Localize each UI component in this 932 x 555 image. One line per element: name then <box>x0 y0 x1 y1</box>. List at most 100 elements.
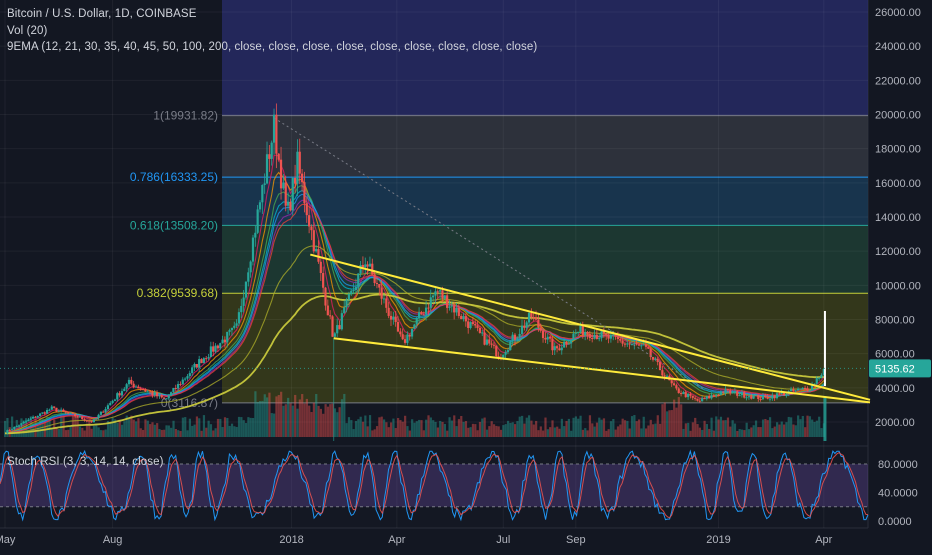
volume-bar <box>158 429 161 437</box>
candle-body <box>92 419 95 423</box>
volume-bar <box>804 427 807 437</box>
candle-body <box>434 291 437 296</box>
time-axis-label: Apr <box>388 534 405 546</box>
candle-body <box>686 393 690 398</box>
candle-body <box>495 345 498 357</box>
candle-body <box>223 339 226 343</box>
candle-body <box>768 398 772 400</box>
volume-bar <box>673 399 676 437</box>
stoch-rsi-legend[interactable]: Stoch RSI (3, 3, 14, 14, close) <box>7 456 164 468</box>
volume-bar <box>6 417 9 437</box>
volume-bar <box>712 430 716 437</box>
candle-body <box>375 282 379 285</box>
volume-bar <box>95 423 98 437</box>
candle-body <box>457 307 460 316</box>
volume-bar <box>104 429 107 437</box>
candle-body <box>752 395 755 399</box>
volume-bar <box>411 419 414 437</box>
candle-body <box>380 287 383 299</box>
candle-body <box>74 413 77 417</box>
volume-bar <box>532 424 535 437</box>
volume-bar <box>572 417 575 437</box>
candle-body <box>672 383 676 386</box>
volume-bar <box>614 429 617 437</box>
volume-legend[interactable]: Vol (20) <box>7 25 48 37</box>
candle-body <box>263 183 266 185</box>
candle-body <box>616 336 620 340</box>
candle-body <box>141 389 145 391</box>
candle-body <box>579 324 582 332</box>
volume-bar <box>235 426 238 437</box>
volume-bar <box>27 429 30 437</box>
volume-bar <box>820 428 823 437</box>
volume-bar <box>537 430 540 437</box>
volume-bar <box>724 420 727 437</box>
candle-body <box>429 297 432 308</box>
candle-body <box>658 362 662 371</box>
volume-bar <box>766 420 769 437</box>
volume-bar <box>703 420 706 437</box>
volume-bar <box>146 420 149 437</box>
candle-body <box>305 203 308 216</box>
volume-bar <box>818 416 821 437</box>
volume-bar <box>406 426 409 437</box>
candle-body <box>408 334 411 337</box>
volume-bar <box>249 417 252 437</box>
volume-bar <box>275 396 278 437</box>
candle-body <box>279 159 283 189</box>
symbol-legend[interactable]: Bitcoin / U.S. Dollar, 1D, COINBASE <box>7 8 197 20</box>
volume-bar <box>455 426 458 437</box>
volume-bar <box>345 423 348 437</box>
volume-bar <box>492 424 496 437</box>
candle-body <box>462 316 465 320</box>
volume-bar <box>432 420 435 437</box>
candle-body <box>303 182 306 204</box>
volume-bar <box>329 404 332 437</box>
candle-body <box>726 389 729 391</box>
volume-bar <box>181 417 184 437</box>
candle-body <box>338 325 341 330</box>
candle-body <box>675 385 678 389</box>
volume-bar <box>205 427 208 437</box>
volume-bar <box>284 404 287 437</box>
candle-body <box>761 395 765 400</box>
volume-bar <box>591 423 594 437</box>
volume-bar <box>120 424 124 437</box>
candle-body <box>654 358 657 360</box>
candle-body <box>371 263 374 275</box>
candle-body <box>200 359 203 364</box>
volume-bar <box>563 426 566 437</box>
volume-bar <box>434 421 437 437</box>
candle-body <box>392 316 395 320</box>
candle-body <box>188 373 191 377</box>
candle-body <box>221 339 224 344</box>
volume-bar <box>476 430 479 437</box>
volume-bar <box>443 423 446 437</box>
candle-body <box>359 264 362 274</box>
candle-body <box>642 344 645 346</box>
candle-body <box>764 395 767 397</box>
candle-body <box>387 307 390 316</box>
volume-bar <box>647 425 650 437</box>
volume-bar <box>666 411 669 437</box>
candle-body <box>298 151 301 174</box>
candle-body <box>57 410 60 412</box>
candle-body <box>516 337 519 340</box>
volume-bar <box>600 419 603 437</box>
volume-bar <box>305 398 308 437</box>
candle-body <box>76 416 79 418</box>
candle-body <box>244 281 248 298</box>
candle-body <box>520 325 524 335</box>
volume-bar <box>668 410 671 437</box>
candle-body <box>663 375 666 377</box>
ema-legend[interactable]: 9EMA (12, 21, 30, 35, 40, 45, 50, 100, 2… <box>7 41 538 53</box>
volume-bar <box>88 422 91 437</box>
candle-body <box>539 327 542 331</box>
volume-bar <box>736 430 739 437</box>
candle-body <box>712 395 715 397</box>
volume-bar <box>142 429 145 437</box>
candle-body <box>715 394 718 396</box>
volume-bar <box>715 416 718 437</box>
volume-bar <box>560 418 563 437</box>
